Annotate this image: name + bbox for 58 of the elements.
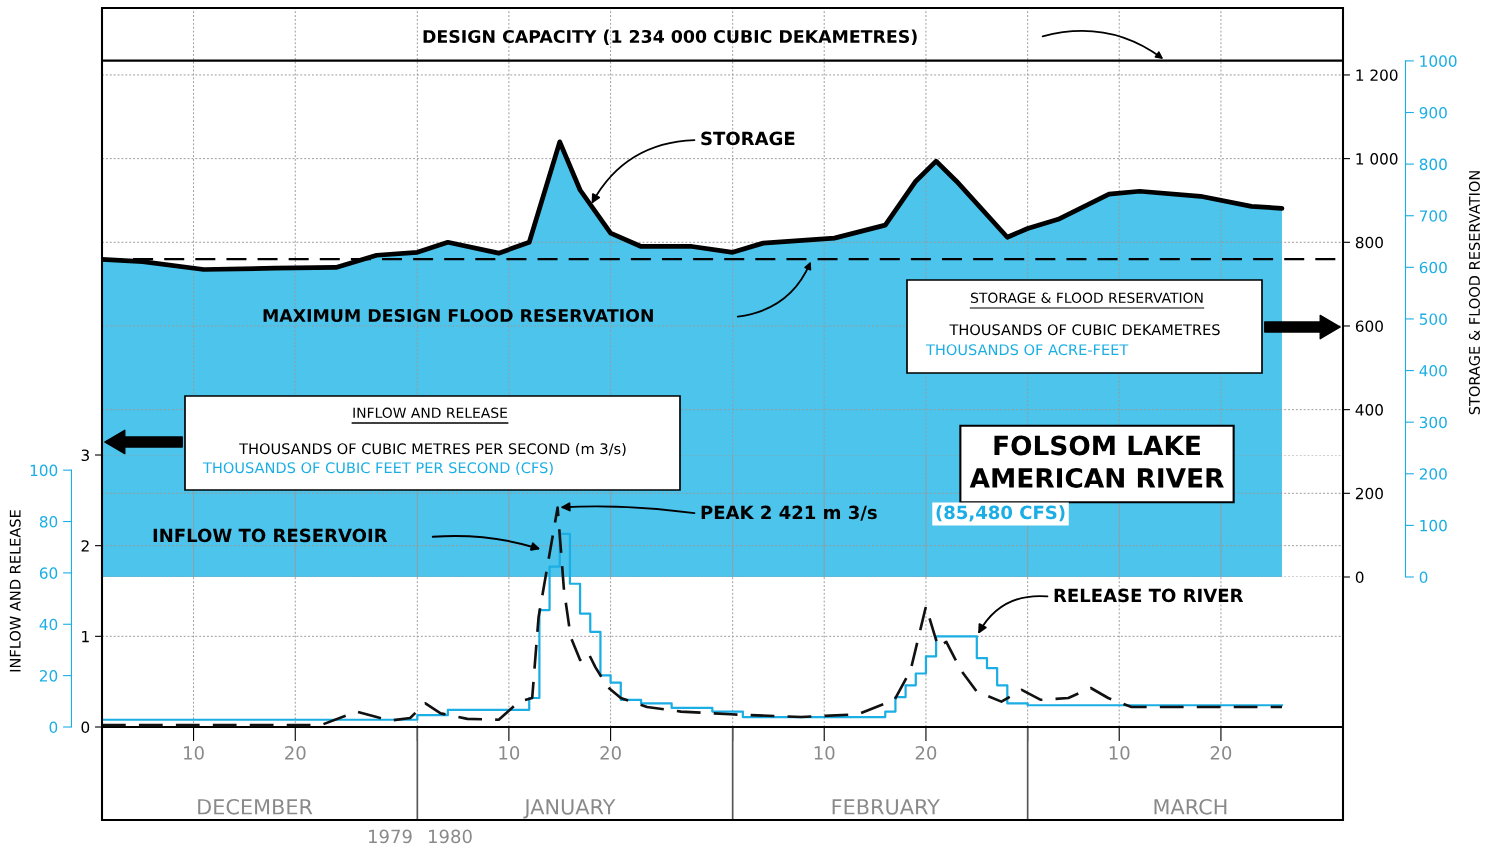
y-tick-label: 400 <box>1355 404 1383 416</box>
y-tick-label: 0 <box>1355 571 1364 584</box>
y2-tick-label: 600 <box>1419 261 1447 274</box>
y2-tick-label: 0 <box>49 721 58 734</box>
y2-tick-label: 100 <box>30 464 58 477</box>
y-tick-label: 0 <box>81 721 90 734</box>
y-tick-label: 3 <box>81 449 89 462</box>
annotation: INFLOW AND RELEASE <box>353 407 508 419</box>
y2-axis-title: INFLOW AND RELEASE <box>9 510 21 672</box>
x-tick-label: 20 <box>915 746 937 760</box>
y2-tick-label: 60 <box>39 567 58 579</box>
y2-tick-label: 800 <box>1419 158 1447 171</box>
y2-tick-label: 0 <box>1419 571 1428 584</box>
x-tick-label: 10 <box>499 746 520 760</box>
y-tick-label: 600 <box>1355 320 1383 332</box>
annotation: STORAGE & FLOOD RESERVATION <box>971 292 1203 304</box>
annotation: THOUSANDS OF CUBIC FEET PER SECOND (CFS) <box>202 461 553 475</box>
y2-tick-label: 1000 <box>1420 55 1457 67</box>
annotation: THOUSANDS OF CUBIC METRES PER SECOND (m 3/s) <box>239 442 626 456</box>
y-tick-label: 200 <box>1355 487 1383 500</box>
y2-tick-label: 400 <box>1419 365 1447 377</box>
y2-tick-label: 200 <box>1419 468 1447 480</box>
x-tick-label: 20 <box>1210 746 1232 760</box>
x2-tick-label: DECEMBER <box>198 798 313 815</box>
y-tick-label: 800 <box>1355 236 1383 249</box>
annotation: (85,480 CFS) <box>936 505 1065 522</box>
ref-line-label: MAXIMUM DESIGN FLOOD RESERVATION <box>263 308 653 323</box>
text: 1979 <box>369 829 412 844</box>
y2-tick-label: 100 <box>1420 519 1447 532</box>
x-tick-label: 20 <box>600 746 621 760</box>
y-tick-label: 2 <box>81 540 89 552</box>
x2-tick-label: MARCH <box>1154 798 1227 815</box>
y2-tick-label: 40 <box>39 618 58 631</box>
annotation: RELEASE TO RIVER <box>1054 588 1244 603</box>
y2-tick-label: 80 <box>39 515 58 528</box>
x-tick-label: 10 <box>1109 746 1130 760</box>
x-tick-label: 10 <box>184 746 204 760</box>
annotation: THOUSANDS OF ACRE-FEET <box>925 344 1129 356</box>
text: FOLSOM LAKE AMERICAN RIVER <box>969 435 1224 488</box>
x2-tick-label: FEBRUARY <box>832 799 940 815</box>
y2-tick-label: 700 <box>1419 210 1447 222</box>
annotation: INFLOW TO RESERVOIR <box>153 528 388 543</box>
y2-axis-title: STORAGE & FLOOD RESERVATION <box>1468 171 1480 415</box>
y-tick-label: 1 200 <box>1356 69 1398 81</box>
x-tick-label: 20 <box>285 746 306 760</box>
y-tick-label: 1 000 <box>1356 153 1398 165</box>
y2-tick-label: 300 <box>1419 416 1447 429</box>
y-tick-label: 1 <box>82 631 89 643</box>
x-tick-label: 10 <box>814 746 835 760</box>
annotation: PEAK 2 421 m 3/s <box>701 505 877 521</box>
y2-tick-label: 20 <box>39 670 58 682</box>
y2-tick-label: 900 <box>1419 106 1447 119</box>
annotation: STORAGE <box>701 131 795 146</box>
text: 1980 <box>429 829 472 844</box>
ref-line-label: DESIGN CAPACITY (1 234 000 CUBIC DEKAMETRES) <box>423 29 917 46</box>
x2-tick-label: JANUARY <box>523 799 616 819</box>
y2-tick-label: 500 <box>1419 313 1447 325</box>
annotation: THOUSANDS OF CUBIC DEKAMETRES <box>949 324 1220 336</box>
